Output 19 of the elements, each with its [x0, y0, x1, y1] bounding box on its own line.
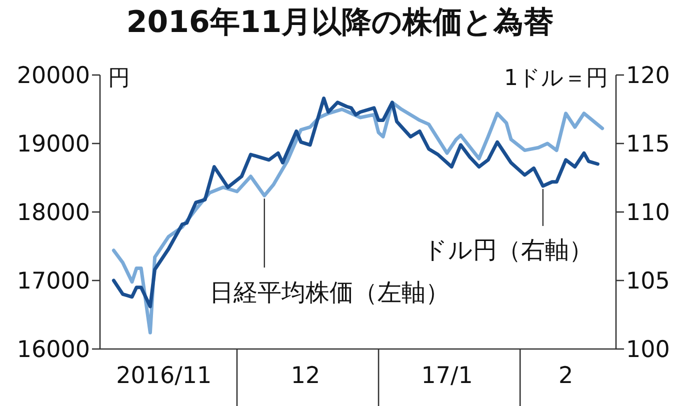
- y-tick-label: 18000: [16, 200, 90, 226]
- x-tick-label: 12: [290, 363, 320, 389]
- text: 日経平均株価（左軸）: [209, 278, 450, 307]
- x-tick-label: 2: [558, 363, 574, 389]
- x-tick-label: 2016/11: [116, 363, 212, 389]
- y2-tick-label: 110: [626, 200, 670, 226]
- y2-tick-label: 120: [626, 63, 670, 89]
- chart-title: 2016年11月以降の株価と為替: [126, 5, 554, 40]
- y-tick-label: 17000: [16, 268, 90, 294]
- y-tick-label: 16000: [16, 337, 90, 363]
- y-tick-label: 19000: [16, 132, 90, 158]
- text: ドル円（右軸）: [422, 236, 593, 264]
- y2-tick-label: 100: [626, 337, 670, 363]
- y2-tick-label: 105: [626, 268, 670, 294]
- x-tick-label: 17/1: [421, 363, 473, 389]
- y2-axis-title: 1ドル＝円: [504, 66, 608, 91]
- y-axis-title: 円: [108, 66, 130, 91]
- y2-tick-label: 115: [626, 132, 670, 158]
- y-tick-label: 20000: [16, 63, 90, 89]
